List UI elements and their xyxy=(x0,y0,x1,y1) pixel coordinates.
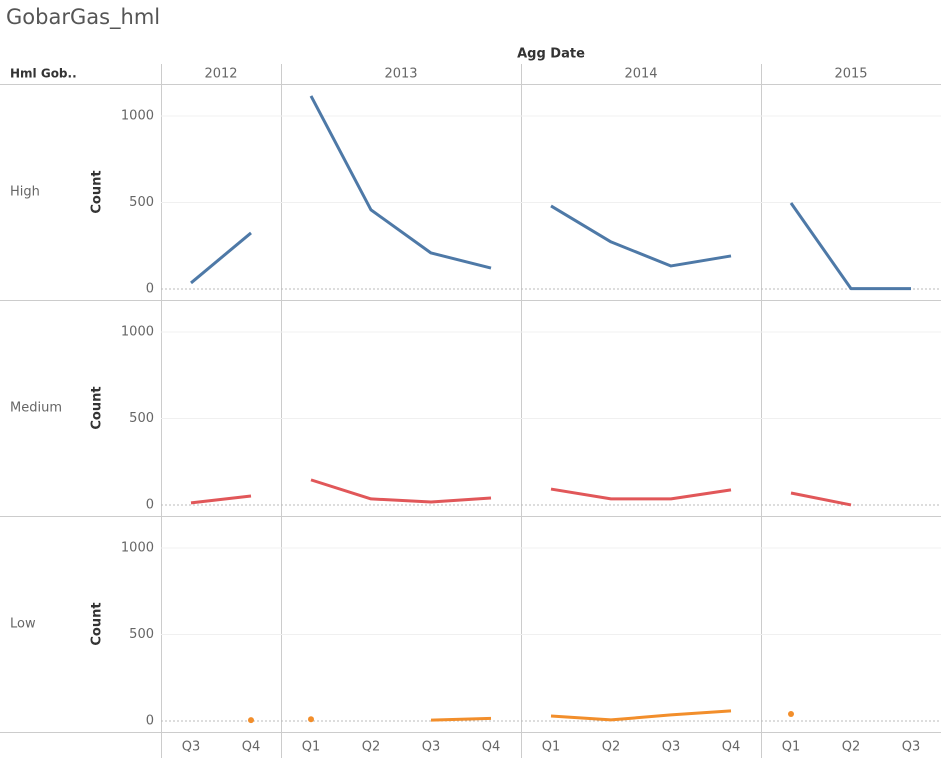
y-tick-label: 0 xyxy=(146,497,154,512)
series-line xyxy=(430,716,492,722)
quarter-label: Q2 xyxy=(362,740,381,755)
quarter-label: Q1 xyxy=(542,740,561,755)
y-tick-label: 500 xyxy=(129,627,154,642)
y-tick-label: 1000 xyxy=(121,324,154,339)
series-line xyxy=(550,204,732,268)
column-header: Agg Date xyxy=(517,47,585,62)
quarter-label: Q3 xyxy=(182,740,201,755)
year-label: 2015 xyxy=(834,67,867,82)
year-label: 2014 xyxy=(624,67,657,82)
y-axis-label: Count xyxy=(90,386,105,429)
quarter-label: Q3 xyxy=(422,740,441,755)
quarter-label: Q2 xyxy=(602,740,621,755)
quarter-label: Q1 xyxy=(782,740,801,755)
quarter-label: Q1 xyxy=(302,740,321,755)
series-line xyxy=(190,231,252,285)
series-line xyxy=(190,494,252,505)
row-label: High xyxy=(10,185,40,200)
series-line xyxy=(789,202,911,291)
year-label: 2013 xyxy=(384,67,417,82)
series-line xyxy=(550,709,732,722)
quarter-label: Q4 xyxy=(722,740,741,755)
series-line xyxy=(790,491,852,507)
point xyxy=(308,716,314,723)
point xyxy=(248,717,254,724)
y-axis-label: Count xyxy=(90,170,105,213)
y-tick-label: 0 xyxy=(146,281,154,296)
year-label: 2012 xyxy=(204,67,237,82)
y-tick-label: 0 xyxy=(146,713,154,728)
y-axis-label: Count xyxy=(90,602,105,645)
y-tick-label: 1000 xyxy=(121,540,154,555)
series-line xyxy=(309,95,492,270)
chart-title: GobarGas_hml xyxy=(6,5,160,30)
quarter-label: Q4 xyxy=(482,740,501,755)
row-label: Low xyxy=(10,617,36,632)
y-tick-label: 500 xyxy=(129,411,154,426)
row-header: Hml Gob.. xyxy=(10,67,77,81)
y-tick-label: 500 xyxy=(129,195,154,210)
quarter-label: Q3 xyxy=(902,740,921,755)
quarter-label: Q3 xyxy=(662,740,681,755)
point xyxy=(788,711,794,718)
series-line xyxy=(310,478,492,504)
row-label: Medium xyxy=(10,401,62,416)
quarter-label: Q4 xyxy=(242,740,261,755)
series-line xyxy=(550,487,732,501)
quarter-label: Q2 xyxy=(842,740,861,755)
y-tick-label: 1000 xyxy=(121,108,154,123)
